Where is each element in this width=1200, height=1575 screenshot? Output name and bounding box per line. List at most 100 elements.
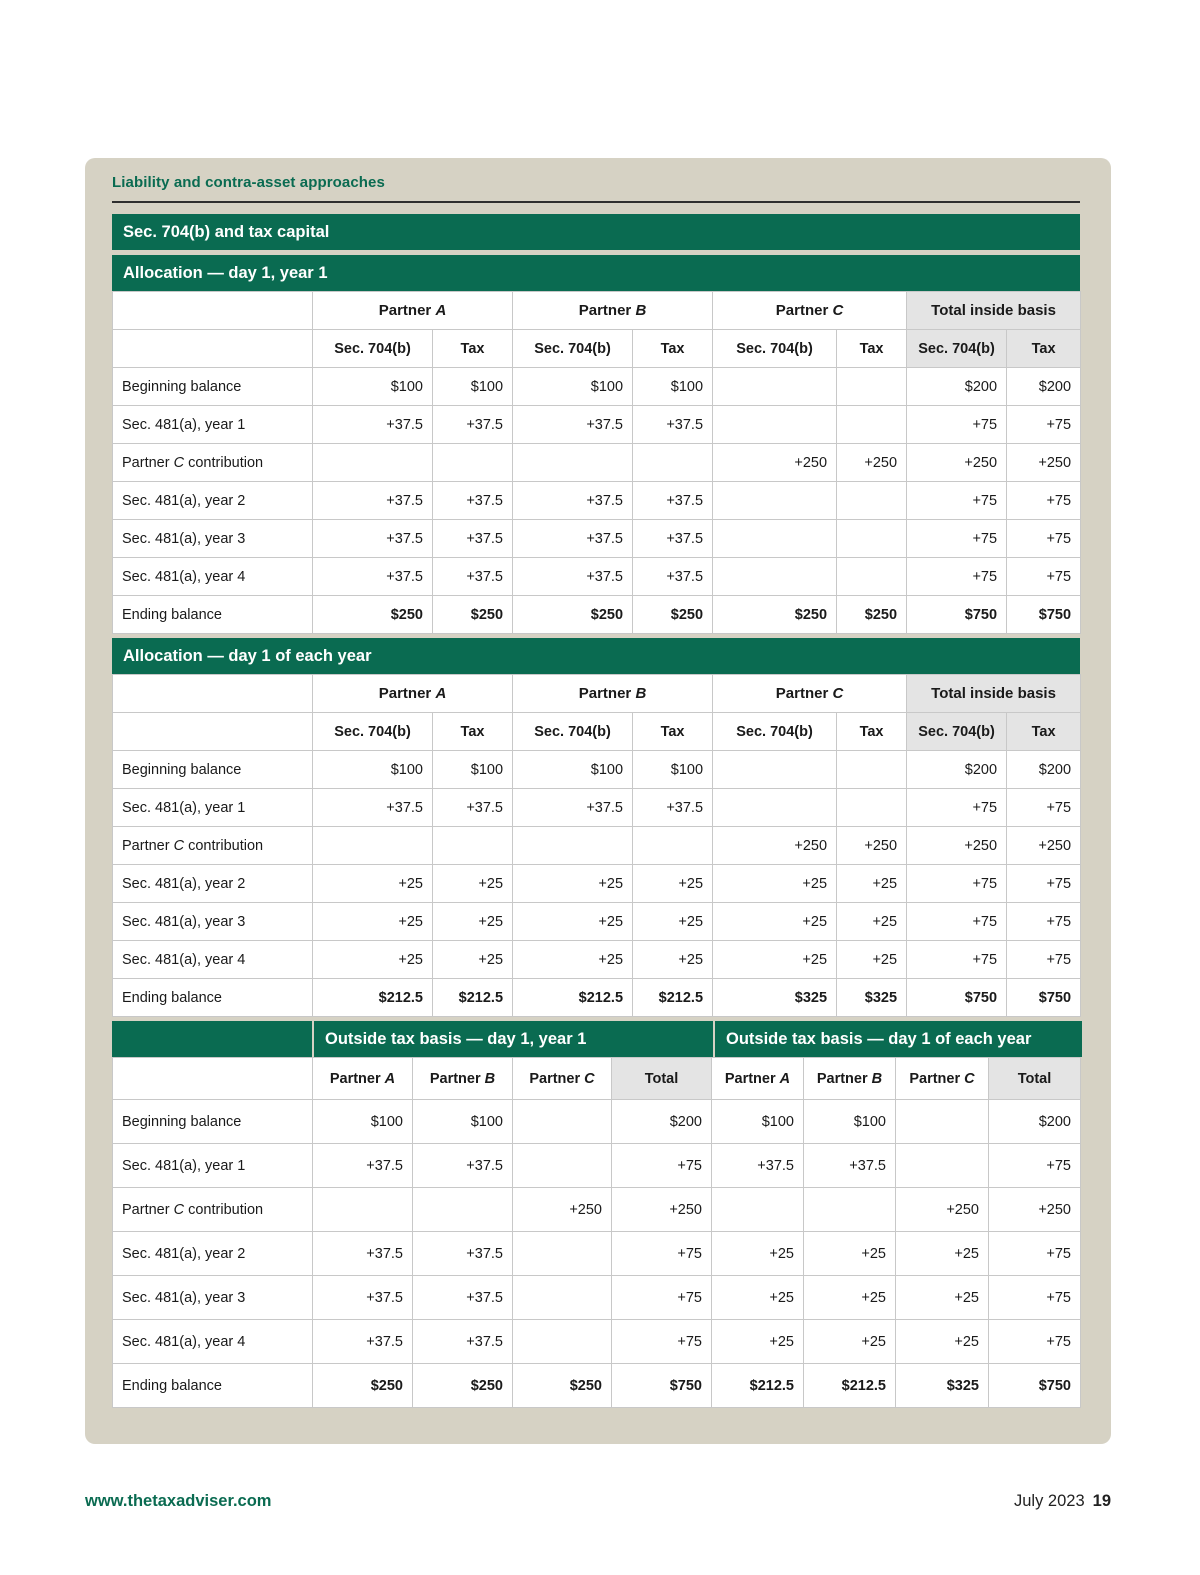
data-cell: +75 bbox=[906, 864, 1008, 903]
row-label: Sec. 481(a), year 4 bbox=[112, 1319, 313, 1364]
data-cell: $212.5 bbox=[512, 978, 634, 1017]
data-cell: +37.5 bbox=[312, 1231, 413, 1276]
data-cell: +25 bbox=[803, 1231, 896, 1276]
data-cell: $200 bbox=[988, 1099, 1081, 1144]
data-cell: +37.5 bbox=[711, 1143, 804, 1188]
data-cell: $212.5 bbox=[431, 978, 514, 1017]
data-cell: $100 bbox=[312, 750, 433, 789]
data-cell: +37.5 bbox=[312, 557, 433, 596]
data-cell: +37.5 bbox=[512, 557, 634, 596]
data-cell: +75 bbox=[906, 481, 1008, 520]
column-subheader: Total bbox=[988, 1057, 1081, 1100]
data-cell: +250 bbox=[1006, 443, 1082, 482]
data-cell: +37.5 bbox=[312, 1143, 413, 1188]
data-cell: +37.5 bbox=[632, 481, 714, 520]
data-cell: +75 bbox=[611, 1319, 712, 1364]
data-cell: +75 bbox=[611, 1275, 712, 1320]
table-row: Sec. 481(a), year 3 +37.5 +37.5 +37.5 +37.5 +… bbox=[112, 519, 1082, 558]
row-label: Sec. 481(a), year 1 bbox=[112, 788, 313, 827]
data-cell: $100 bbox=[512, 750, 634, 789]
column-group-header: Partner B bbox=[512, 291, 714, 330]
table-row: Ending balance $250 $250 $250 $750 $212.5 $212… bbox=[112, 1363, 1081, 1408]
data-cell: $750 bbox=[1006, 978, 1082, 1017]
data-cell: $100 bbox=[312, 1099, 413, 1144]
data-cell: +25 bbox=[431, 940, 514, 979]
subheader-row: Partner A Partner B Partner C Total Partner … bbox=[112, 1057, 1081, 1100]
issue-date: July 2023 bbox=[1014, 1492, 1085, 1510]
row-label: Sec. 481(a), year 1 bbox=[112, 1143, 313, 1188]
data-cell: $325 bbox=[895, 1363, 989, 1408]
corner-cell bbox=[112, 291, 313, 330]
data-cell: +37.5 bbox=[312, 481, 433, 520]
data-cell: $212.5 bbox=[632, 978, 714, 1017]
data-cell: +75 bbox=[906, 519, 1008, 558]
column-subheader: Partner A bbox=[312, 1057, 413, 1100]
data-cell: $250 bbox=[512, 595, 634, 634]
table-row: Partner C contribution +250 +250 +250 +250 bbox=[112, 1187, 1081, 1232]
data-cell: +25 bbox=[712, 902, 838, 941]
column-group-header: Partner C bbox=[712, 291, 908, 330]
data-cell: +75 bbox=[1006, 557, 1082, 596]
data-cell: +250 bbox=[895, 1187, 989, 1232]
column-subheader: Partner C bbox=[895, 1057, 989, 1100]
data-cell: +250 bbox=[712, 443, 838, 482]
column-subheader: Tax bbox=[431, 712, 514, 751]
table-row: Ending balance $212.5 $212.5 $212.5 $212.5 $3… bbox=[112, 978, 1082, 1017]
data-cell: +250 bbox=[512, 1187, 612, 1232]
data-cell: +25 bbox=[803, 1319, 896, 1364]
allocation-table: Partner A Partner B Partner C Total inside … bbox=[112, 291, 1082, 634]
column-group-header: Partner A bbox=[311, 674, 514, 713]
data-cell: +37.5 bbox=[512, 481, 634, 520]
data-cell bbox=[512, 443, 634, 482]
data-cell: $200 bbox=[1006, 750, 1082, 789]
table-row: Ending balance $250 $250 $250 $250 $250 $250 $7… bbox=[112, 595, 1082, 634]
row-label: Sec. 481(a), year 3 bbox=[112, 902, 313, 941]
data-cell: +25 bbox=[711, 1319, 804, 1364]
data-cell: +37.5 bbox=[431, 405, 514, 444]
data-cell bbox=[512, 1319, 612, 1364]
column-subheader: Tax bbox=[836, 712, 908, 751]
website-link[interactable]: www.thetaxadviser.com bbox=[85, 1492, 272, 1510]
table-row: Beginning balance $100 $100 $100 $100 $200 $20… bbox=[112, 367, 1082, 406]
kicker-rule bbox=[112, 201, 1080, 203]
exhibit-card: Liability and contra-asset approaches Se… bbox=[85, 158, 1111, 1444]
data-cell: $250 bbox=[412, 1363, 513, 1408]
exhibit-kicker: Liability and contra-asset approaches bbox=[112, 174, 385, 191]
table-row: Sec. 481(a), year 4 +37.5 +37.5 +37.5 +37.5 +… bbox=[112, 557, 1082, 596]
data-cell: +25 bbox=[632, 864, 714, 903]
data-cell bbox=[712, 557, 838, 596]
data-cell bbox=[712, 367, 838, 406]
allocation-title-bar: Allocation — day 1 of each year bbox=[112, 638, 1080, 674]
table-row: Partner C contribution +250 +250 +250 +250 bbox=[112, 443, 1082, 482]
data-cell: +25 bbox=[712, 940, 838, 979]
data-cell bbox=[312, 443, 433, 482]
outside-title-bars: Outside tax basis — day 1, year 1 Outside… bbox=[112, 1021, 1082, 1057]
data-cell: +250 bbox=[988, 1187, 1081, 1232]
data-cell: +75 bbox=[1006, 864, 1082, 903]
data-cell: +250 bbox=[712, 826, 838, 865]
outside-title-bar: Outside tax basis — day 1 of each year bbox=[715, 1021, 1082, 1057]
row-label: Sec. 481(a), year 4 bbox=[112, 940, 313, 979]
data-cell bbox=[836, 788, 908, 827]
data-cell bbox=[836, 481, 908, 520]
data-cell: +250 bbox=[836, 443, 908, 482]
data-cell: +25 bbox=[312, 902, 433, 941]
data-cell: $212.5 bbox=[312, 978, 433, 1017]
data-cell: +75 bbox=[906, 557, 1008, 596]
data-cell bbox=[312, 1187, 413, 1232]
column-subheader: Partner B bbox=[803, 1057, 896, 1100]
data-cell bbox=[895, 1099, 989, 1144]
data-cell: +25 bbox=[712, 864, 838, 903]
data-cell: +25 bbox=[836, 940, 908, 979]
outside-title-bar: Outside tax basis — day 1, year 1 bbox=[314, 1021, 713, 1057]
data-cell: +75 bbox=[906, 940, 1008, 979]
data-cell: $250 bbox=[431, 595, 514, 634]
group-header-row: Partner A Partner B Partner C Total inside … bbox=[112, 291, 1082, 330]
data-cell: $200 bbox=[611, 1099, 712, 1144]
data-cell bbox=[712, 750, 838, 789]
table-row: Sec. 481(a), year 3 +37.5 +37.5 +75 +25 +25 +2… bbox=[112, 1275, 1081, 1320]
data-cell: +75 bbox=[988, 1143, 1081, 1188]
capital-tables-section: Allocation — day 1, year 1 Partner A Partn… bbox=[112, 255, 1083, 1017]
data-cell: +25 bbox=[512, 864, 634, 903]
page-footer: www.thetaxadviser.com July 2023 19 bbox=[85, 1492, 1111, 1511]
